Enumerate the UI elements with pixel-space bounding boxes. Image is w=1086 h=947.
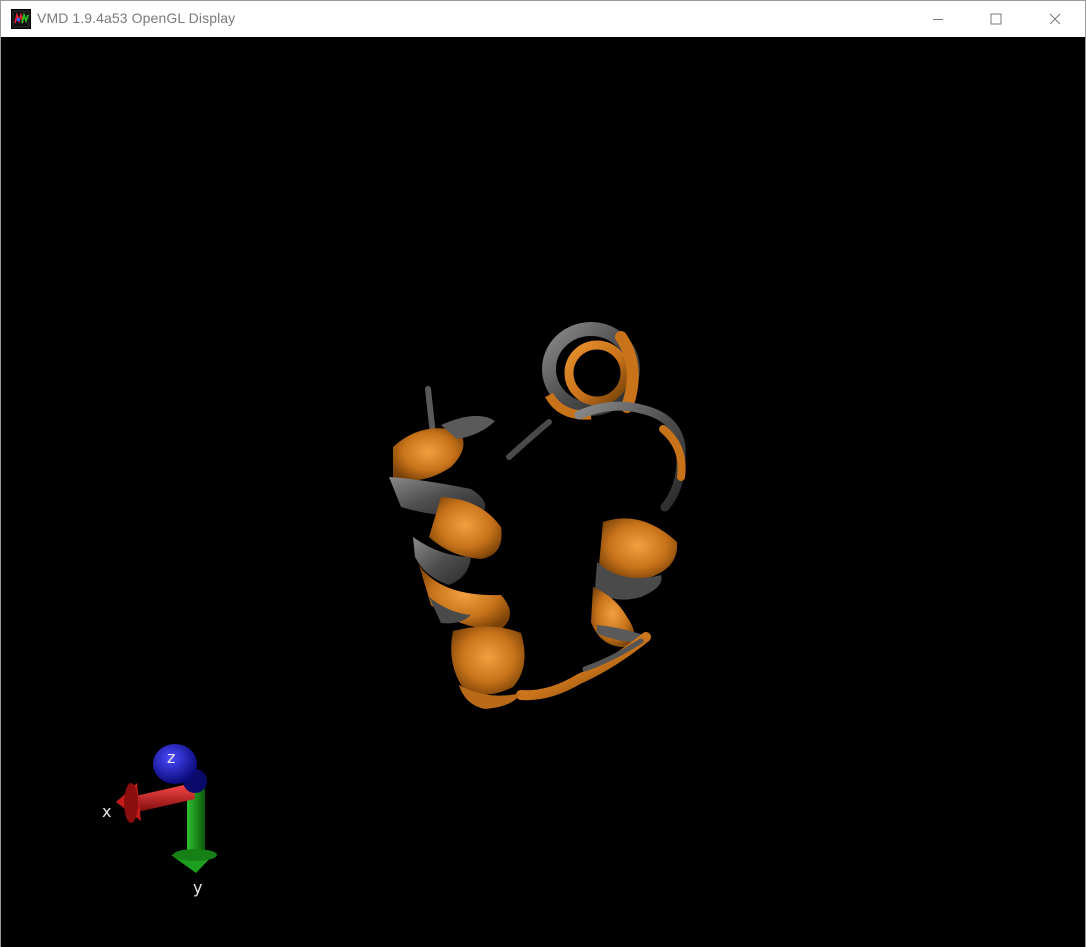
protein-ribbon[interactable] bbox=[389, 322, 686, 709]
maximize-icon bbox=[990, 13, 1002, 25]
helix-segment bbox=[413, 537, 471, 585]
helix-segment bbox=[429, 497, 502, 559]
helix-segment bbox=[459, 685, 521, 709]
opengl-display-area[interactable]: x y z bbox=[1, 37, 1085, 947]
helix-segment bbox=[393, 428, 464, 481]
helix-segment bbox=[595, 562, 662, 600]
y-axis-shaft bbox=[187, 787, 205, 857]
x-axis-shaft bbox=[131, 783, 195, 813]
vmd-app-icon bbox=[11, 9, 31, 29]
x-axis-head bbox=[124, 783, 138, 823]
helix-segment bbox=[599, 518, 678, 580]
axes-indicator: x y z bbox=[102, 744, 217, 897]
coil-segment bbox=[582, 638, 644, 672]
helix-segment bbox=[429, 597, 471, 624]
minimize-button[interactable] bbox=[909, 1, 967, 37]
maximize-button[interactable] bbox=[967, 1, 1025, 37]
close-button[interactable] bbox=[1026, 1, 1084, 37]
coil-segment bbox=[516, 632, 651, 701]
z-axis-label: z bbox=[167, 748, 175, 767]
window-title: VMD 1.9.4a53 OpenGL Display bbox=[37, 10, 236, 26]
helix-segment bbox=[441, 415, 495, 439]
y-axis-head bbox=[173, 849, 217, 861]
coil-segment bbox=[659, 425, 686, 481]
helix-segment bbox=[615, 331, 639, 413]
coil-segment bbox=[574, 401, 686, 512]
helix-turn bbox=[564, 340, 630, 406]
title-bar[interactable]: VMD 1.9.4a53 OpenGL Display bbox=[1, 0, 1085, 37]
z-axis-head bbox=[153, 744, 197, 784]
coil-segment bbox=[506, 419, 552, 460]
close-icon bbox=[1049, 13, 1061, 25]
minimize-icon bbox=[933, 19, 943, 20]
coil-segment bbox=[425, 386, 436, 438]
molecule-scene[interactable]: x y z bbox=[1, 37, 1085, 947]
helix-segment bbox=[451, 626, 525, 695]
x-axis-label: x bbox=[102, 802, 111, 821]
y-axis-label: y bbox=[193, 878, 202, 897]
